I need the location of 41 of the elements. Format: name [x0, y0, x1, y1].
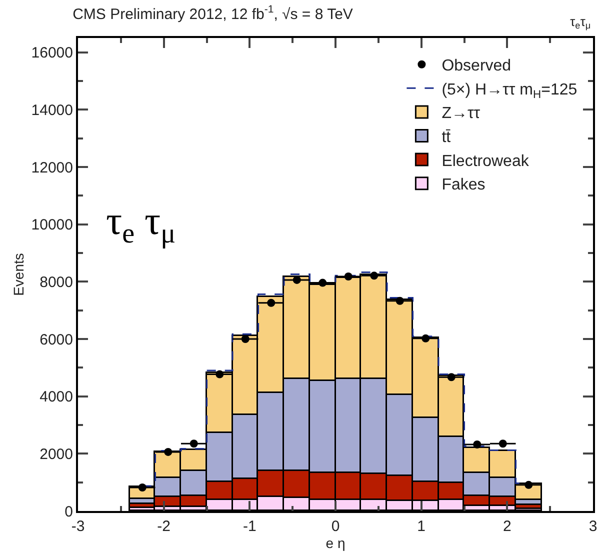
point — [267, 298, 276, 307]
legend-label: tt̄ — [442, 129, 452, 146]
x-axis-title: e η — [326, 535, 346, 551]
x-tick-label: 0 — [331, 518, 340, 535]
point — [473, 440, 482, 448]
x-tick-label: -2 — [157, 518, 170, 535]
point — [396, 296, 404, 305]
y-tick-label: 4000 — [40, 388, 73, 406]
point — [524, 480, 533, 489]
text: τ$_{e}$ τ$_{μ}$ — [106, 198, 176, 250]
point — [318, 278, 327, 287]
point — [190, 440, 198, 448]
legend-label: Fakes — [442, 176, 486, 194]
y-tick-label: 14000 — [31, 102, 73, 119]
y-tick-label: 8000 — [40, 274, 73, 291]
x-tick-label: -3 — [71, 518, 85, 535]
x-tick-label: 1 — [417, 518, 426, 535]
y-tick-label: 6000 — [40, 331, 73, 348]
y-tick-label: 16000 — [31, 44, 73, 62]
point — [498, 440, 507, 448]
legend-label: Observed — [442, 58, 512, 75]
legend-label: (5×) H→ττ m$_{H}$=125 — [442, 81, 578, 101]
point — [164, 448, 172, 456]
x-tick-label: 3 — [588, 518, 598, 535]
x-tick-label: 2 — [503, 518, 512, 535]
text: τ$_{e}$τ$_{μ}$ — [570, 14, 591, 31]
chart-title: CMS Preliminary 2012, 12 fb$^{-1}$, √s = 8 TeV — [72, 3, 353, 23]
y-tick-label: 2000 — [40, 446, 73, 463]
point — [216, 370, 224, 378]
legend-label: Electroweak — [442, 152, 530, 170]
y-tick-label: 12000 — [31, 159, 73, 176]
point — [422, 334, 430, 342]
legend-label: Z→ττ — [442, 105, 481, 122]
y-axis-title: Events — [10, 253, 26, 296]
point — [370, 272, 378, 280]
y-tick-label: 10000 — [31, 216, 73, 234]
y-tick-label: 0 — [64, 503, 73, 520]
point — [241, 335, 250, 343]
point — [344, 272, 352, 281]
x-tick-label: -1 — [243, 518, 256, 535]
point — [447, 373, 456, 382]
